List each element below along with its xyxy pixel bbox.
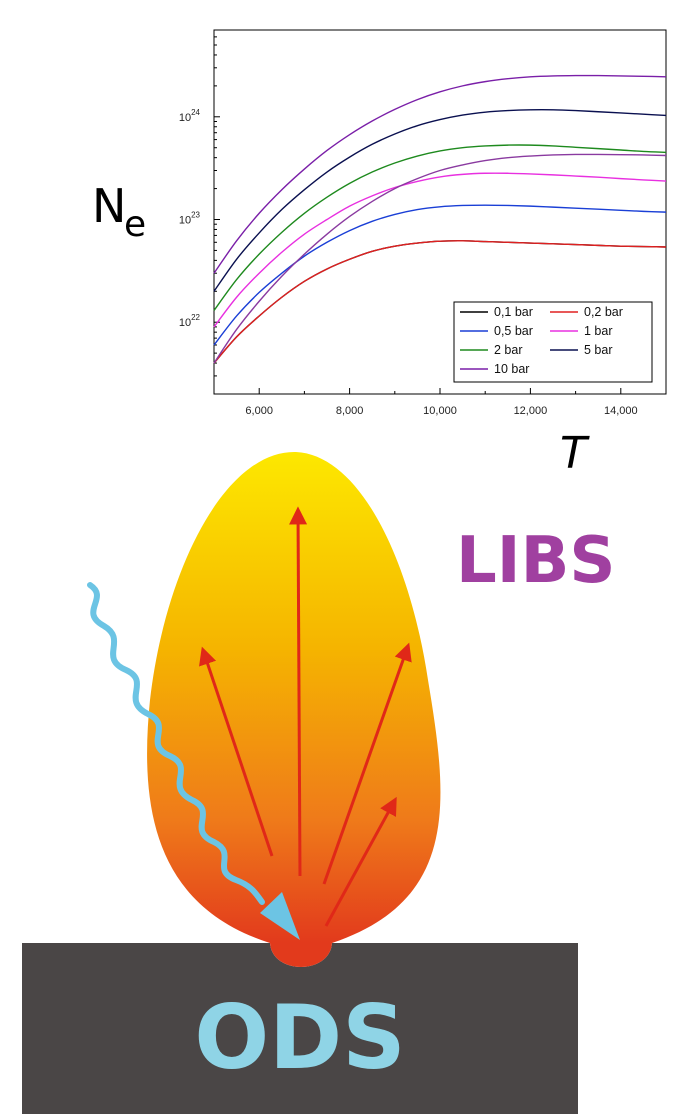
x-tick-label: 10,000 [423,405,457,417]
ods-label: ODS [194,986,405,1089]
y-tick-label: 1024 [179,108,201,124]
series-line [213,204,667,346]
legend: 0,1 bar 0,2 bar 0,5 bar 1 bar 2 bar 5 bar 10 b… [453,301,653,383]
laser-beam [87,582,265,905]
emission-arrows [199,506,412,927]
plasma-plume [147,451,441,943]
legend-label: 5 bar [584,343,613,357]
legend-label: 0,2 bar [584,305,623,319]
series-lines [213,74,667,364]
ods-target [22,943,578,1114]
legend-label: 2 bar [494,343,523,357]
y-tick-label: 1022 [179,313,201,329]
emission-arrow-right-upper [322,642,412,885]
y-axis-title-subscript: e [124,204,146,245]
emission-arrow-left [199,646,274,857]
y-tick-label: 1023 [179,211,201,227]
legend-label: 1 bar [584,324,613,338]
x-tick-label: 8,000 [336,405,364,417]
ablation-crater [270,943,332,967]
series-line [213,172,667,328]
x-axis-ticks: 6,000 8,000 10,000 12,000 14,000 [213,388,667,417]
libs-schematic: LIBS ODS [22,451,615,1114]
series-line [213,240,667,364]
legend-label: 0,1 bar [494,305,533,319]
ne-vs-t-chart: 6,000 8,000 10,000 12,000 14,000 1022 1023 102… [92,29,667,479]
x-tick-label: 12,000 [514,405,548,417]
legend-label: 10 bar [494,362,529,376]
emission-arrow-right-lower [324,796,397,927]
series-line [213,74,667,274]
x-axis-title: T [560,428,590,479]
legend-label: 0,5 bar [494,324,533,338]
series-line [213,144,667,311]
libs-label: LIBS [456,524,615,598]
series-line [213,153,667,364]
emission-arrow-up [289,506,308,877]
laser-arrowhead [260,892,300,940]
series-line [213,108,667,292]
y-axis-title: N [92,179,126,233]
x-tick-label: 6,000 [245,405,273,417]
x-tick-label: 14,000 [604,405,638,417]
